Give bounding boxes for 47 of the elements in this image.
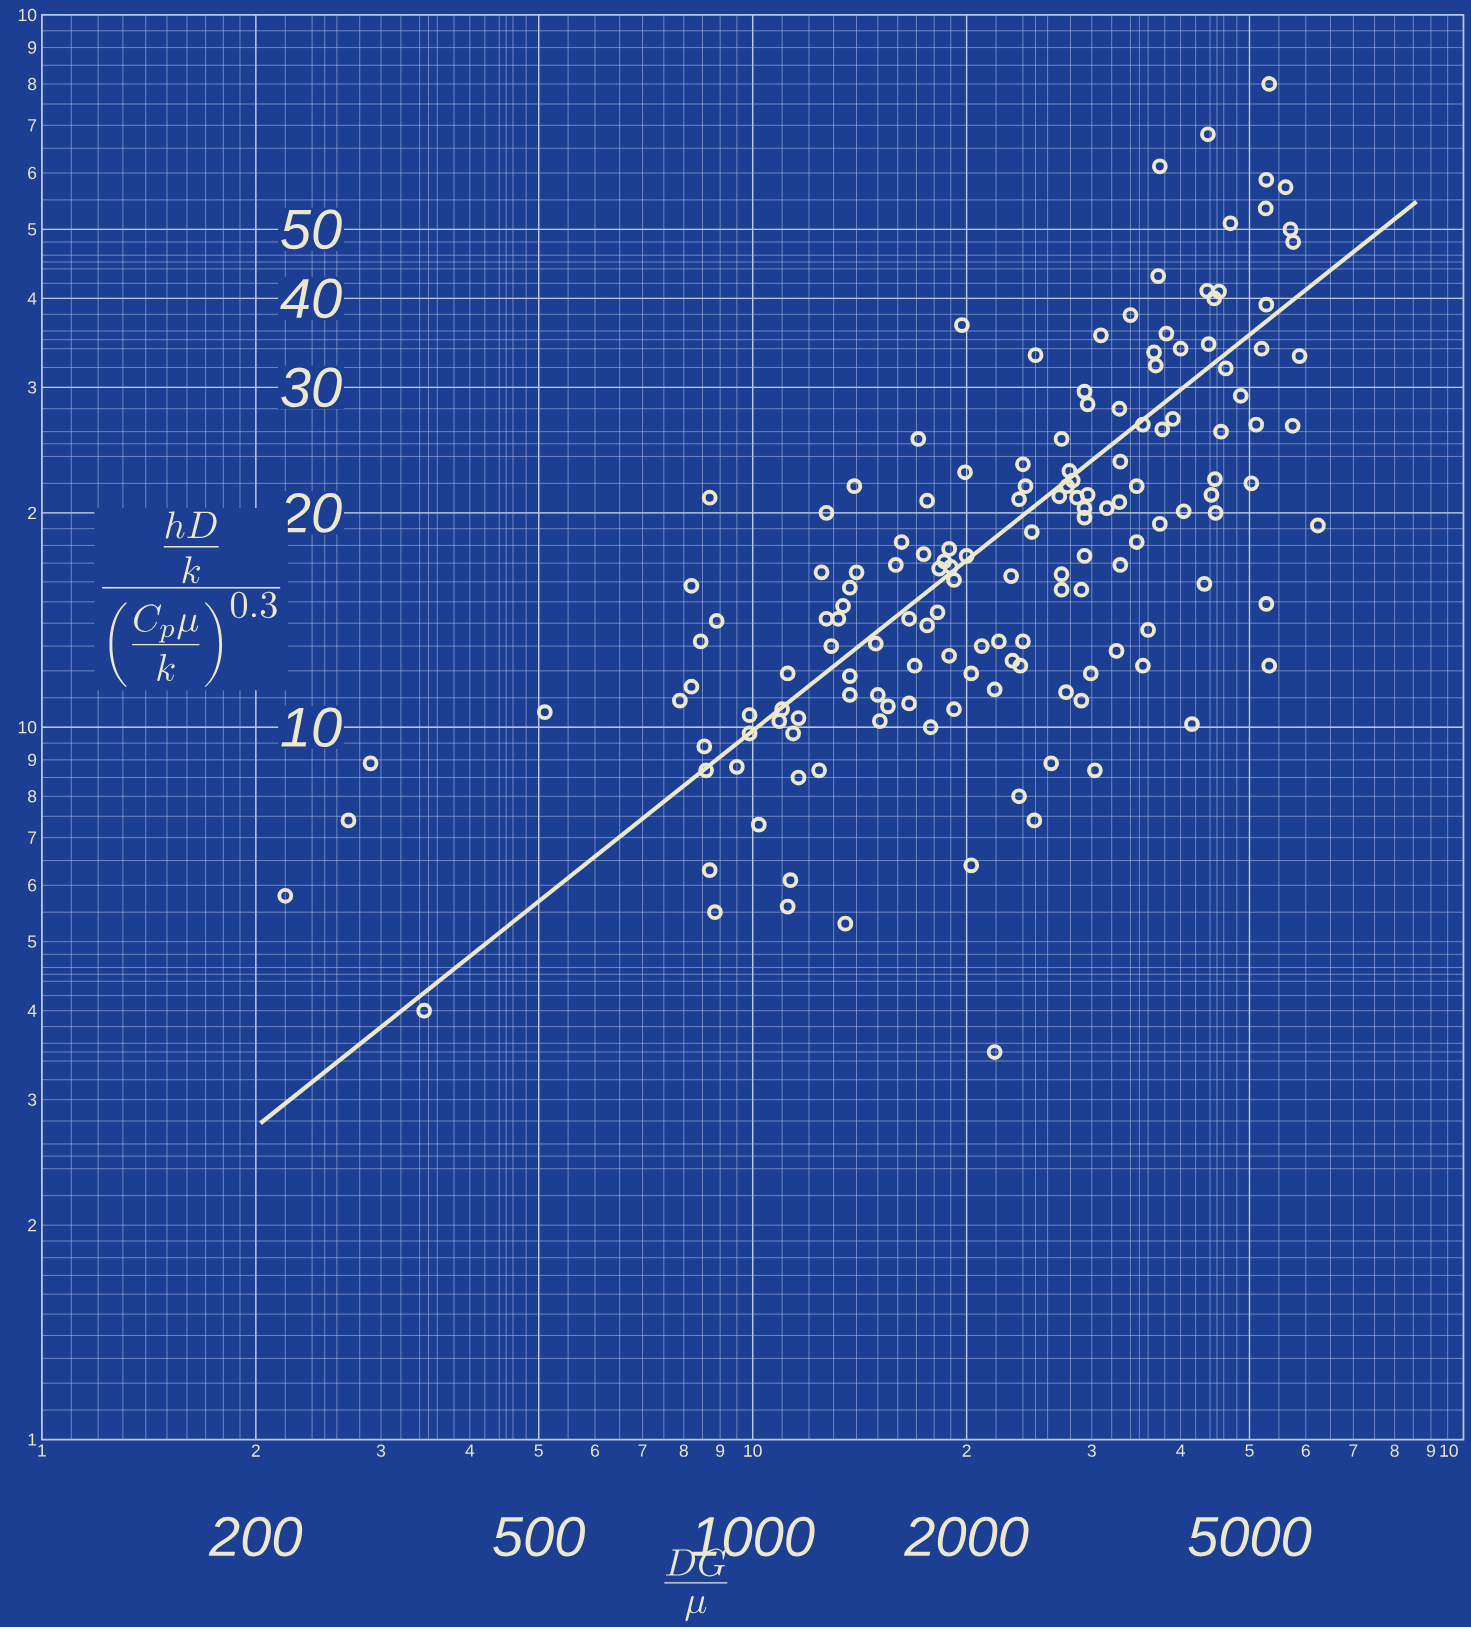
text: 1 bbox=[28, 1433, 36, 1446]
text: 10 bbox=[18, 721, 37, 734]
text: 3 bbox=[1087, 1444, 1096, 1457]
x-tick-label: 200 bbox=[208, 1516, 302, 1557]
text: 6 bbox=[590, 1444, 599, 1457]
text: 2 bbox=[27, 1219, 36, 1232]
text: 2 bbox=[251, 1444, 260, 1457]
x-tick-label: 5000 bbox=[1188, 1516, 1312, 1557]
text: 7 bbox=[638, 1444, 647, 1457]
text: 9 bbox=[715, 1444, 724, 1457]
text: 5 bbox=[27, 223, 37, 236]
text: 2 bbox=[27, 506, 36, 519]
text: 5 bbox=[27, 935, 37, 948]
text: 7 bbox=[1349, 1444, 1358, 1457]
text: 4 bbox=[465, 1444, 474, 1457]
text: 9 bbox=[1426, 1444, 1435, 1457]
x-tick-label: 500 bbox=[493, 1516, 585, 1557]
text: 3 bbox=[27, 381, 36, 394]
text: 3 bbox=[376, 1444, 385, 1457]
y-tick-label: 40 bbox=[280, 278, 342, 319]
y-tick-label: 50 bbox=[280, 209, 342, 250]
text: 10 bbox=[744, 1444, 762, 1457]
text: 10 bbox=[18, 8, 37, 22]
text: 2 bbox=[962, 1444, 971, 1457]
y-tick-label: 30 bbox=[280, 367, 342, 408]
text: 4 bbox=[27, 292, 37, 305]
text: 8 bbox=[679, 1444, 688, 1457]
text: 10 bbox=[1440, 1444, 1458, 1457]
text: 1 bbox=[38, 1444, 46, 1457]
text: 8 bbox=[27, 790, 37, 803]
text: 6 bbox=[27, 879, 36, 892]
text: 9 bbox=[27, 41, 36, 54]
text: 4 bbox=[1175, 1444, 1185, 1457]
y-tick-label: 10 bbox=[281, 707, 342, 748]
text: 6 bbox=[27, 166, 36, 180]
text: 3 bbox=[27, 1093, 36, 1106]
text: 8 bbox=[27, 77, 37, 91]
text: 4 bbox=[27, 1004, 37, 1017]
x-tick-label: 2000 bbox=[903, 1516, 1029, 1557]
text: 7 bbox=[27, 119, 36, 132]
text: 8 bbox=[1390, 1444, 1399, 1457]
text: 9 bbox=[27, 753, 36, 767]
text: 6 bbox=[1301, 1444, 1310, 1457]
text: 7 bbox=[27, 831, 36, 844]
text: 5 bbox=[1245, 1444, 1254, 1457]
text: 5 bbox=[534, 1444, 543, 1457]
y-axis-title: $\frac{\;\frac{hD}{k}\;}{\left(\frac{C_p\mu}{k}\right)^{0.3}}$ bbox=[101, 511, 280, 687]
